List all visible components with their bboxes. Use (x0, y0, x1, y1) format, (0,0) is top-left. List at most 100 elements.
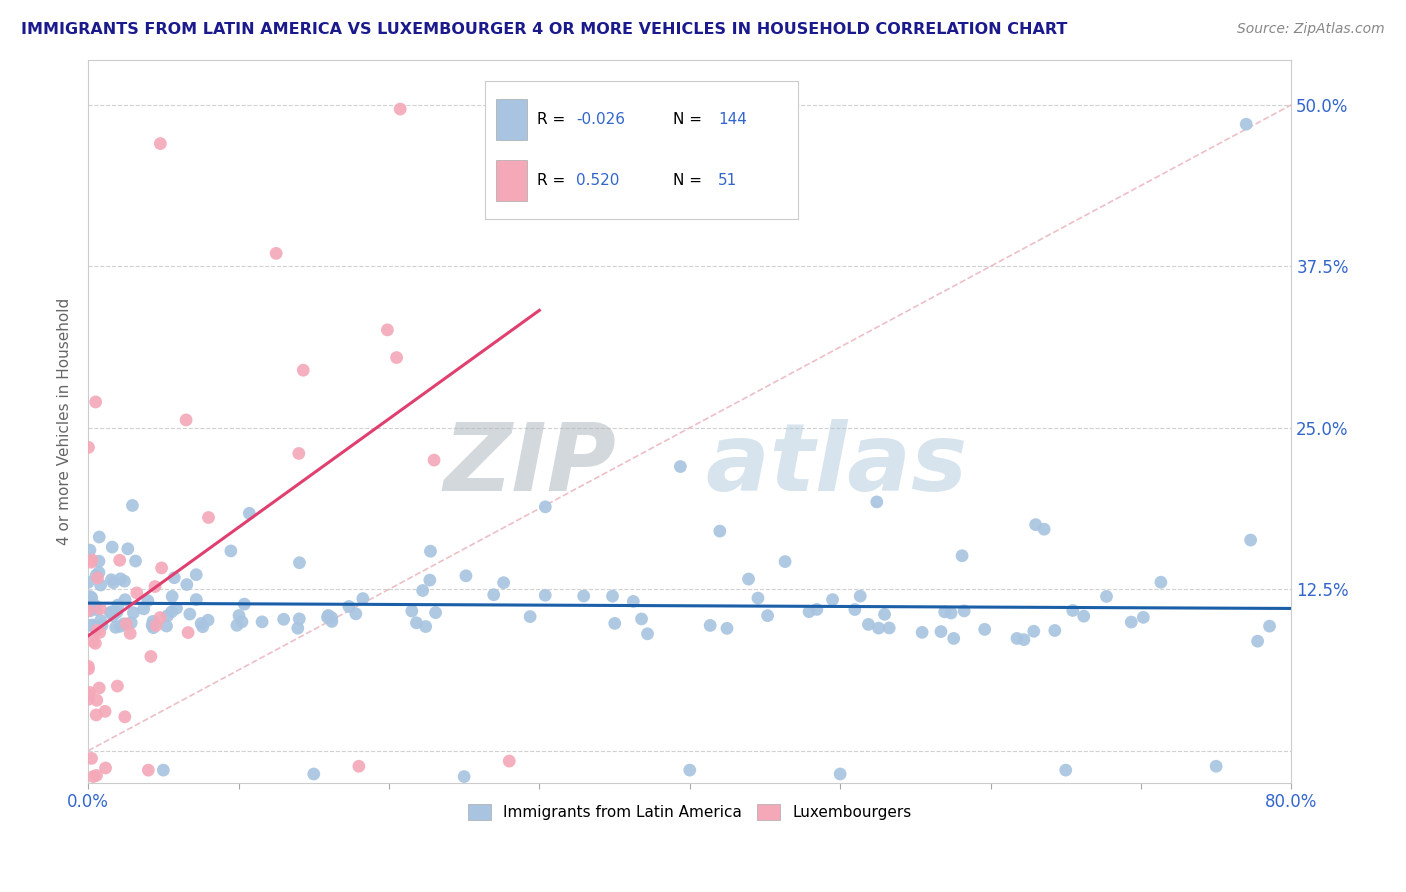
Point (1025, 517, 1047, 532)
Point (679, 763, 702, 777)
Point (1062, 603, 1084, 617)
Point (1239, 533, 1261, 547)
Point (112, 574, 135, 589)
Point (498, 754, 520, 768)
Point (117, 541, 139, 556)
Point (454, 569, 477, 583)
Point (302, 767, 325, 781)
Point (84, 568, 107, 582)
Point (423, 453, 446, 467)
Point (716, 621, 738, 635)
Point (621, 594, 644, 608)
Point (80, 555, 103, 569)
Point (412, 583, 434, 598)
Point (316, 610, 339, 624)
Point (84, 599, 107, 613)
Point (132, 602, 155, 616)
Point (86, 768, 108, 782)
Point (492, 575, 515, 590)
Point (1022, 624, 1045, 639)
Point (1205, 759, 1227, 773)
Point (110, 572, 132, 586)
Point (83, 619, 105, 633)
Point (934, 605, 956, 619)
Point (288, 556, 311, 570)
Point (100, 605, 122, 619)
Point (101, 540, 124, 554)
Point (86, 619, 108, 633)
Point (79, 604, 101, 618)
Text: ZIP: ZIP (443, 418, 616, 511)
Point (419, 573, 441, 587)
Point (737, 572, 759, 586)
Point (98, 606, 121, 620)
Point (1033, 522, 1056, 536)
Point (84, 602, 107, 616)
Point (120, 626, 142, 640)
Point (160, 590, 183, 604)
Point (166, 601, 188, 615)
Point (160, 605, 183, 619)
Point (858, 617, 880, 632)
Point (873, 607, 896, 622)
Point (125, 586, 148, 600)
Point (90, 578, 112, 592)
Point (150, 561, 173, 575)
Point (797, 605, 820, 619)
Point (1234, 117, 1257, 131)
Legend: Immigrants from Latin America, Luxembourgers: Immigrants from Latin America, Luxembour… (461, 797, 918, 826)
Point (141, 618, 163, 632)
Point (911, 625, 934, 640)
Point (86, 571, 108, 585)
Point (747, 591, 769, 606)
Point (292, 363, 315, 377)
Point (124, 554, 146, 568)
Point (419, 544, 441, 558)
Point (90, 614, 112, 628)
Point (228, 608, 250, 623)
Point (699, 618, 721, 632)
Point (142, 621, 165, 635)
Point (389, 102, 412, 116)
Point (337, 599, 360, 614)
Point (219, 544, 242, 558)
Point (1132, 610, 1154, 624)
Point (344, 607, 367, 621)
Point (86, 693, 108, 707)
Point (114, 710, 136, 724)
Point (321, 610, 343, 624)
Point (179, 607, 201, 621)
Point (77, 662, 100, 676)
Point (453, 770, 475, 784)
Point (89, 530, 111, 544)
Point (830, 767, 852, 781)
Point (155, 619, 177, 633)
Point (866, 495, 889, 509)
Point (401, 604, 423, 618)
Text: Source: ZipAtlas.com: Source: ZipAtlas.com (1237, 22, 1385, 37)
Point (156, 608, 179, 623)
Point (121, 499, 143, 513)
Point (288, 612, 311, 626)
Point (1005, 632, 1028, 646)
Point (77, 601, 100, 615)
Point (377, 323, 399, 337)
Point (519, 609, 541, 624)
Point (1150, 575, 1173, 590)
Point (868, 621, 890, 635)
Point (534, 500, 557, 514)
Point (197, 613, 219, 627)
Point (177, 625, 200, 640)
Point (637, 627, 659, 641)
Point (77, 604, 100, 618)
Point (152, 763, 174, 777)
Point (77, 692, 100, 706)
Point (973, 623, 995, 637)
Point (107, 598, 129, 612)
Point (77, 688, 100, 702)
Point (176, 577, 198, 591)
Point (572, 589, 595, 603)
Point (1121, 615, 1143, 629)
Point (844, 602, 866, 616)
Point (115, 616, 138, 631)
